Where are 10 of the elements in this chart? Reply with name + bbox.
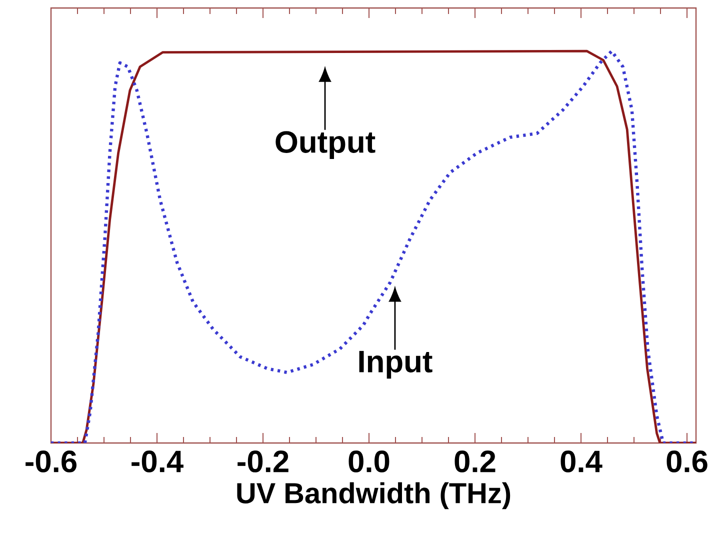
x-tick-label: -0.4: [132, 450, 184, 472]
annotation: Input: [359, 350, 432, 379]
x-tick-label: 0.2: [454, 450, 496, 472]
x-axis-title: UV Bandwidth (THz): [237, 482, 510, 510]
x-tick-label: 0.0: [348, 450, 390, 472]
x-tick-label: -0.6: [26, 450, 76, 472]
x-tick-label: 0.6: [666, 450, 708, 472]
annotation: Output: [276, 131, 376, 160]
x-tick-label: -0.2: [238, 450, 288, 472]
x-tick-label: 0.4: [560, 450, 602, 472]
